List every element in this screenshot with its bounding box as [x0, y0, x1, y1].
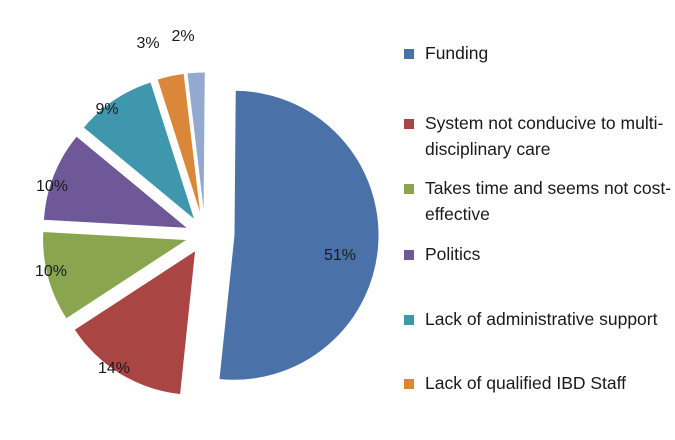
- slice-data-label: 2%: [171, 28, 194, 45]
- pie-slice-unlabeled: [186, 71, 206, 218]
- legend-item-takes-time: Takes time and seems not cost-effective: [404, 175, 672, 227]
- slice-data-label: 51%: [324, 247, 356, 264]
- legend-label: System not conducive to multi-disciplina…: [425, 113, 664, 159]
- legend-item-lack-admin-support: Lack of administrative support: [404, 306, 672, 332]
- legend-swatch: [404, 250, 414, 260]
- legend-swatch: [404, 184, 414, 194]
- legend-swatch: [404, 49, 414, 59]
- legend-label: Takes time and seems not cost-effective: [425, 178, 672, 224]
- slice-data-label: 10%: [36, 178, 68, 195]
- legend-swatch: [404, 119, 414, 129]
- slice-data-label: 14%: [98, 360, 130, 377]
- pie-slice-lack-of-administrative-support: [82, 81, 196, 222]
- pie-slice-lack-of-qualified-ibd-staff: [156, 72, 202, 218]
- legend-label: Lack of administrative support: [425, 309, 658, 329]
- pie-slice-politics: [42, 135, 190, 230]
- pie-slice-funding: [218, 89, 380, 381]
- legend-label: Funding: [425, 43, 489, 63]
- legend-item-lack-qualified-staff: Lack of qualified IBD Staff: [404, 370, 672, 396]
- pie-slice-takes-time-and-seems-not-cost-effective: [42, 230, 190, 320]
- slice-data-label: 3%: [136, 35, 159, 52]
- legend-label: Politics: [425, 244, 481, 264]
- legend-label: Lack of qualified IBD Staff: [425, 373, 627, 393]
- legend-item-politics: Politics: [404, 241, 672, 267]
- legend-swatch: [404, 315, 414, 325]
- slice-data-label: 9%: [95, 101, 118, 118]
- legend-swatch: [404, 379, 414, 389]
- legend-item-funding: Funding: [404, 40, 672, 66]
- pie-slice-system-not-conducive-to-multi-disciplinary-care: [73, 249, 197, 396]
- slice-data-label: 10%: [35, 263, 67, 280]
- legend-item-system-not-conducive: System not conducive to multi-disciplina…: [404, 110, 672, 162]
